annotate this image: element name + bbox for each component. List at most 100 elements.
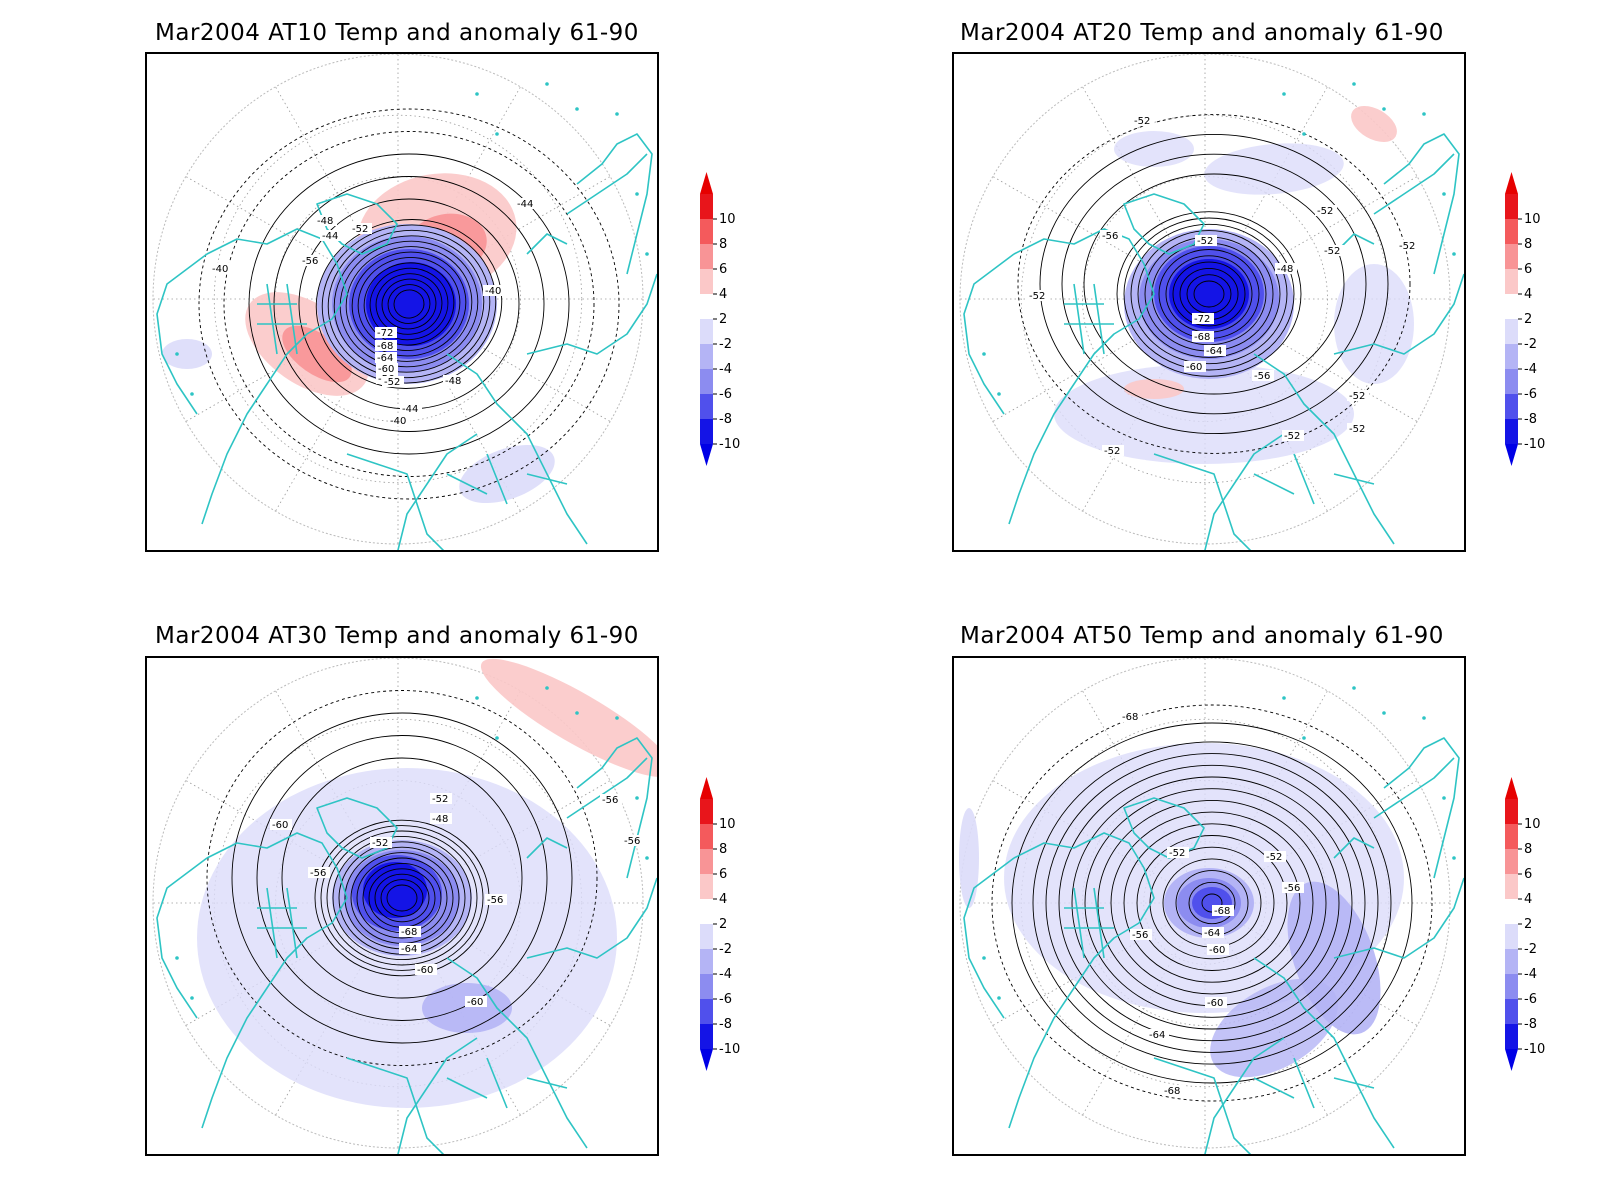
map-svg: -52 -56 -52 -52 -48 -52 -52 -52 -72 -68 -64 -60 -56 -… [959, 54, 1464, 550]
colorbar-swatch [1505, 419, 1518, 444]
temperature-contour [1017, 114, 1411, 454]
contour-label: -56 [624, 836, 640, 847]
colorbar-swatch [1505, 194, 1518, 219]
colorbar-swatch [1505, 344, 1518, 369]
temperature-contour [333, 235, 485, 373]
colorbar-swatch [700, 394, 713, 419]
island-dot [1352, 82, 1356, 86]
colorbar-label: -2 [719, 942, 732, 957]
temperature-contour [1136, 835, 1288, 971]
contour-label-bg [430, 793, 452, 804]
contour-label: -52 [1134, 116, 1150, 127]
colorbar-swatch [700, 824, 713, 849]
contour-label-group: -52 [1195, 235, 1217, 247]
contour-label: -52 [1284, 431, 1300, 442]
contour-label-group: -56 [1100, 230, 1122, 242]
colorbar-swatch [1505, 899, 1518, 924]
contour-label-bg [465, 996, 487, 1007]
colorbar-arrow-bottom [700, 1049, 713, 1071]
contour-label: -68 [1164, 1086, 1180, 1097]
contour-label: -52 [1197, 236, 1213, 247]
colorbar-swatch [1505, 244, 1518, 269]
contour-label-bg [1192, 313, 1214, 324]
colorbar-arrow-top [700, 172, 713, 194]
colorbar-arrow-top [700, 777, 713, 799]
temperature-contour [393, 289, 425, 319]
temperature-contour [1123, 823, 1301, 983]
island-dot [575, 107, 579, 111]
contour-label: -52 [384, 377, 400, 388]
temperature-contour [374, 873, 430, 923]
colorbar-label: -6 [1524, 387, 1537, 402]
island-dot [1302, 132, 1306, 136]
colorbar: 10 8 6 4 2 -2 -4 -6 -8 -10 [700, 777, 740, 1071]
temperature-contour [1032, 741, 1392, 1065]
contour-label: -60 [378, 364, 394, 375]
contour-label: -52 [1266, 852, 1282, 863]
contour-label-bg [1027, 290, 1049, 301]
island-dot [545, 686, 549, 690]
colorbar-label: 2 [1524, 917, 1532, 932]
contour-label-group: -52 [1102, 445, 1124, 457]
colorbar-swatch [700, 924, 713, 949]
contour-label-bg [1120, 711, 1142, 722]
contour-label-group: -60 [270, 819, 292, 831]
temperature-contour [231, 712, 573, 1044]
contour-label: -68 [401, 927, 417, 938]
contour-label: -56 [302, 256, 318, 267]
island-dot [982, 956, 986, 960]
contour-label: -56 [602, 795, 618, 806]
temperature-contour [1011, 722, 1413, 1084]
temperature-contour [357, 257, 461, 351]
contour-label-group: -56 [308, 867, 330, 879]
contour-label-bg [1315, 205, 1337, 216]
temperature-contour [198, 108, 620, 500]
colorbar-label: -10 [1524, 1042, 1545, 1057]
contour-label-bg [1147, 1029, 1169, 1040]
temperature-contour [1039, 133, 1389, 435]
contour-label-bg [1205, 997, 1227, 1008]
contour-label-bg [375, 340, 397, 351]
contour-label-bg [270, 819, 292, 830]
panel-title: Mar2004 AT10 Temp and anomaly 61-90 [155, 20, 639, 46]
coastline [576, 133, 653, 275]
colorbar-label: 4 [1524, 287, 1532, 302]
island-dot [475, 696, 479, 700]
contour-label: -52 [432, 794, 448, 805]
island-dot [1422, 112, 1426, 116]
contour-label: -60 [417, 965, 433, 976]
colorbar-label: -8 [719, 412, 732, 427]
positive-anomaly [282, 325, 352, 383]
contour-label: -52 [1349, 424, 1365, 435]
colorbar-label: 10 [719, 817, 736, 832]
colorbar-arrow-bottom [1505, 444, 1518, 466]
contour-label-group: -52 [1397, 240, 1419, 252]
contour-label-group: -64 [375, 352, 397, 364]
panel-at20: Mar2004 AT20 Temp and anomaly 61-90 -52-… [800, 0, 1600, 600]
contour-label-group: -52 [350, 223, 372, 235]
temperature-contour [1137, 230, 1281, 358]
map-svg: -60-52-48-52-56-56-56-56-68-64-60-60 [152, 658, 657, 1154]
island-dot [1352, 686, 1356, 690]
contour-label: -52 [1399, 241, 1415, 252]
colorbar-swatch [1505, 219, 1518, 244]
contour-label-bg [388, 415, 410, 426]
contour-label-bg [485, 894, 507, 905]
colorbar-swatch [700, 219, 713, 244]
temperature-contour [256, 735, 548, 1021]
coastline [397, 757, 657, 1154]
contour-label-group: -48 [443, 375, 465, 387]
coastline [1123, 193, 1205, 255]
contour-label: -48 [1277, 264, 1293, 275]
contour-label-bg [430, 813, 452, 824]
island-dot [575, 711, 579, 715]
contour-label-bg [400, 403, 422, 414]
temperature-contour [356, 857, 448, 939]
colorbar-arrow-top [1505, 777, 1518, 799]
contour-label-group: -56 [485, 894, 507, 906]
contour-label-group: -60 [465, 996, 487, 1008]
temperature-contour [223, 131, 595, 477]
colorbar-label: 6 [719, 867, 727, 882]
contour-label-bg [1102, 445, 1124, 456]
contour-label-bg [399, 943, 421, 954]
